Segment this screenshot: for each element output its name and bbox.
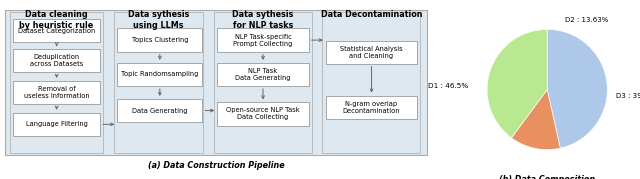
- FancyBboxPatch shape: [114, 12, 204, 153]
- Text: (a) Data Construction Pipeline: (a) Data Construction Pipeline: [148, 161, 284, 170]
- FancyBboxPatch shape: [326, 96, 417, 119]
- Text: Data sythesis
for NLP tasks: Data sythesis for NLP tasks: [232, 10, 294, 30]
- FancyBboxPatch shape: [214, 12, 312, 153]
- FancyBboxPatch shape: [13, 113, 100, 136]
- Text: Removal of
useless Information: Removal of useless Information: [24, 86, 90, 99]
- FancyBboxPatch shape: [217, 102, 308, 126]
- Text: D1 : 46.5%: D1 : 46.5%: [428, 83, 468, 89]
- Text: Statistical Analysis
and Cleaning: Statistical Analysis and Cleaning: [340, 46, 403, 59]
- FancyBboxPatch shape: [13, 19, 100, 42]
- FancyBboxPatch shape: [117, 28, 202, 52]
- Text: Data Decontamination: Data Decontamination: [321, 10, 422, 20]
- Text: NLP Task
Data Generating: NLP Task Data Generating: [236, 68, 291, 81]
- Text: D2 : 13.63%: D2 : 13.63%: [565, 17, 609, 23]
- FancyBboxPatch shape: [217, 28, 308, 52]
- Text: Deduplication
across Datasets: Deduplication across Datasets: [30, 54, 83, 67]
- FancyBboxPatch shape: [117, 63, 202, 86]
- FancyBboxPatch shape: [5, 10, 427, 155]
- FancyBboxPatch shape: [13, 81, 100, 104]
- Text: Data cleaning
by heuristic rule: Data cleaning by heuristic rule: [19, 10, 93, 30]
- Text: Topic Randomsampling: Topic Randomsampling: [121, 71, 198, 78]
- FancyBboxPatch shape: [323, 12, 420, 153]
- Wedge shape: [487, 29, 547, 138]
- Text: D3 : 39.87%: D3 : 39.87%: [616, 93, 640, 98]
- Text: Open-source NLP Task
Data Collecting: Open-source NLP Task Data Collecting: [226, 107, 300, 120]
- Text: Data sythesis
using LLMs: Data sythesis using LLMs: [128, 10, 189, 30]
- FancyBboxPatch shape: [326, 40, 417, 64]
- Wedge shape: [547, 29, 607, 148]
- FancyBboxPatch shape: [217, 63, 308, 86]
- Text: Topics Clustering: Topics Clustering: [132, 37, 188, 43]
- FancyBboxPatch shape: [13, 49, 100, 72]
- FancyBboxPatch shape: [10, 12, 103, 153]
- Text: NLP Task-specific
Prompt Collecting: NLP Task-specific Prompt Collecting: [234, 34, 292, 47]
- Text: Dataset Categorization: Dataset Categorization: [18, 28, 95, 34]
- Text: N-gram overlap
Decontamination: N-gram overlap Decontamination: [343, 101, 400, 114]
- Text: (b) Data Composition: (b) Data Composition: [499, 175, 595, 179]
- FancyBboxPatch shape: [117, 99, 202, 122]
- Wedge shape: [511, 90, 561, 150]
- Text: Language Filtering: Language Filtering: [26, 121, 88, 127]
- Text: Data Generating: Data Generating: [132, 108, 188, 113]
